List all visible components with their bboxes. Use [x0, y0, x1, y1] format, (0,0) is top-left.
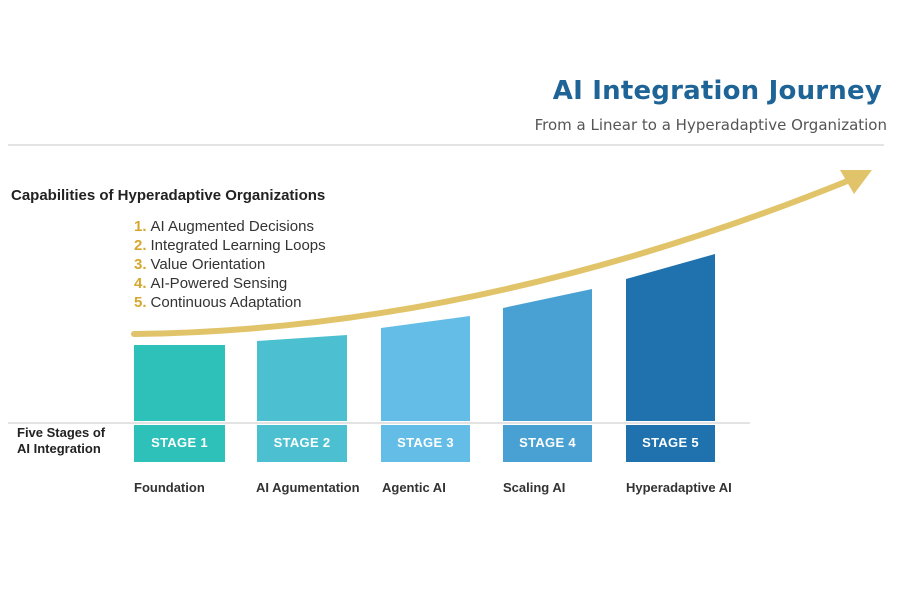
capability-item: 3. Value Orientation	[134, 255, 326, 274]
capability-item: 5. Continuous Adaptation	[134, 293, 326, 312]
stage-bar-2	[257, 335, 347, 421]
stage-badge-label-4: STAGE 4	[519, 435, 576, 450]
stage-name-5: Hyperadaptive AI	[626, 480, 732, 495]
stages-title: Five Stages of AI Integration	[17, 425, 105, 457]
stage-badge-1	[134, 425, 225, 462]
capability-item: 2. Integrated Learning Loops	[134, 236, 326, 255]
stage-badge-label-5: STAGE 5	[642, 435, 699, 450]
stages-title-line: AI Integration	[17, 441, 101, 456]
capabilities-list: 1. AI Augmented Decisions 2. Integrated Le…	[134, 217, 326, 312]
growth-arrow-curve	[131, 177, 853, 337]
stage-name-4: Scaling AI	[503, 480, 566, 495]
stage-badge-label-3: STAGE 3	[397, 435, 454, 450]
capability-text: Integrated Learning Loops	[150, 237, 326, 254]
stage-bar-5	[626, 254, 715, 421]
stage-bar-3	[381, 316, 470, 421]
stage-badge-5	[626, 425, 715, 462]
capability-number: 1.	[134, 218, 147, 235]
stage-bar-4	[503, 289, 592, 421]
capability-item: 4. AI-Powered Sensing	[134, 274, 326, 293]
stage-badge-4	[503, 425, 592, 462]
stage-name-1: Foundation	[134, 480, 205, 495]
stage-name-3: Agentic AI	[382, 480, 446, 495]
growth-arrow-head	[840, 170, 872, 194]
capability-text: AI-Powered Sensing	[150, 275, 288, 292]
stage-name-2: AI Agumentation	[256, 480, 360, 495]
stage-badge-3	[381, 425, 470, 462]
capabilities-heading: Capabilities of Hyperadaptive Organizati…	[11, 187, 326, 204]
stage-bars: STAGE 1 STAGE 2 STAGE 3 STAGE 4 STAGE 5	[134, 254, 715, 462]
capability-number: 3.	[134, 256, 147, 273]
stage-bar-1	[134, 345, 225, 421]
capability-number: 5.	[134, 294, 147, 311]
capability-text: Value Orientation	[150, 256, 266, 273]
stage-badge-label-2: STAGE 2	[274, 435, 331, 450]
capability-item: 1. AI Augmented Decisions	[134, 217, 326, 236]
stage-badge-label-1: STAGE 1	[151, 435, 208, 450]
capability-text: Continuous Adaptation	[150, 294, 302, 311]
capability-text: AI Augmented Decisions	[150, 218, 314, 235]
page-title: AI Integration Journey	[552, 76, 882, 106]
stages-title-line: Five Stages of	[17, 425, 106, 440]
stage-badge-2	[257, 425, 347, 462]
capability-number: 2.	[134, 237, 147, 254]
page-subtitle: From a Linear to a Hyperadaptive Organiz…	[534, 116, 887, 134]
capability-number: 4.	[134, 275, 147, 292]
